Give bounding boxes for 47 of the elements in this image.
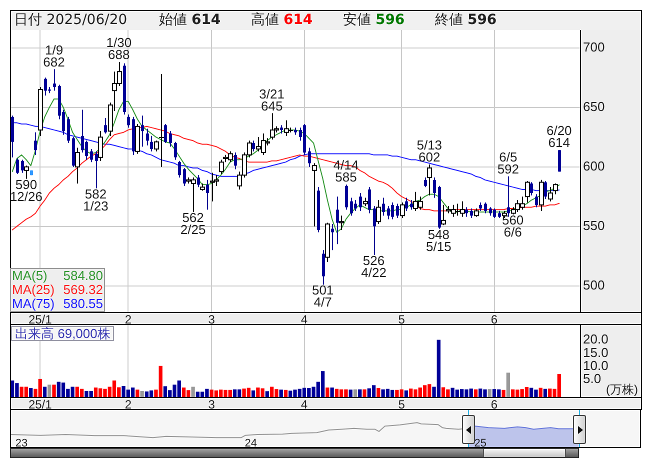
text: 終値 596	[435, 11, 497, 30]
y-tick-label: 600	[583, 158, 605, 174]
text: 始値 614	[159, 11, 221, 30]
annotation: 3/21 645	[259, 86, 284, 114]
text: 高値 614	[251, 11, 313, 30]
x-tick-label: 5	[398, 398, 406, 412]
annotation: 526 4/22	[361, 252, 386, 280]
annotation: 5/13 602	[416, 137, 442, 164]
y-tick-label: 500	[583, 277, 605, 292]
annotation: 501 4/7	[312, 282, 334, 310]
x-tick-label: 23	[15, 438, 28, 450]
y-tick-label: 20.0	[583, 332, 608, 347]
y-tick-label: 700	[583, 39, 605, 54]
x-tick-label: 4	[300, 398, 308, 412]
x-tick-label: 5	[398, 312, 406, 327]
annotation: 1/30 688	[106, 35, 132, 62]
annotation: 6/20 614	[546, 123, 572, 150]
x-tick-label: 6	[490, 398, 498, 412]
x-tick-label: 25	[474, 438, 487, 450]
text: MA(5) 584.80	[12, 268, 103, 283]
y-tick-label: 550	[583, 218, 605, 233]
annotation: 1/9 682	[43, 42, 65, 70]
y-tick-label: 650	[583, 98, 605, 114]
y-axis-title: (万株)	[606, 382, 638, 396]
text: 安値 596	[343, 11, 405, 30]
y-tick-label: 5.0	[583, 370, 602, 386]
annotation: 582 1/23	[83, 186, 108, 214]
y-tick-label: 15.0	[583, 344, 608, 360]
x-tick-label: 2	[124, 398, 132, 412]
x-tick-label: 3	[208, 312, 216, 327]
annotation: 6/5 592	[497, 149, 520, 176]
annotation: 548 5/15	[426, 226, 452, 254]
text: MA(25) 569.32	[12, 282, 103, 297]
text: 日付 2025/06/20	[14, 11, 128, 30]
x-tick-label: 6	[490, 312, 498, 327]
y-tick-label: 10.0	[583, 358, 608, 373]
x-tick-label: 3	[208, 398, 216, 412]
annotation: 562 2/25	[180, 210, 206, 238]
text: MA(75) 580.55	[12, 296, 103, 311]
annotation: 560 6/6	[502, 212, 524, 240]
x-tick-label: 25/1	[28, 312, 52, 327]
x-tick-label: 24	[244, 438, 258, 450]
x-tick-label: 4	[300, 312, 308, 327]
x-tick-label: 2	[124, 312, 132, 327]
chart-title: 出来高 69,000株	[11, 326, 114, 341]
annotation: 590 12/26	[10, 176, 42, 204]
x-tick-label: 25/1	[28, 398, 52, 412]
